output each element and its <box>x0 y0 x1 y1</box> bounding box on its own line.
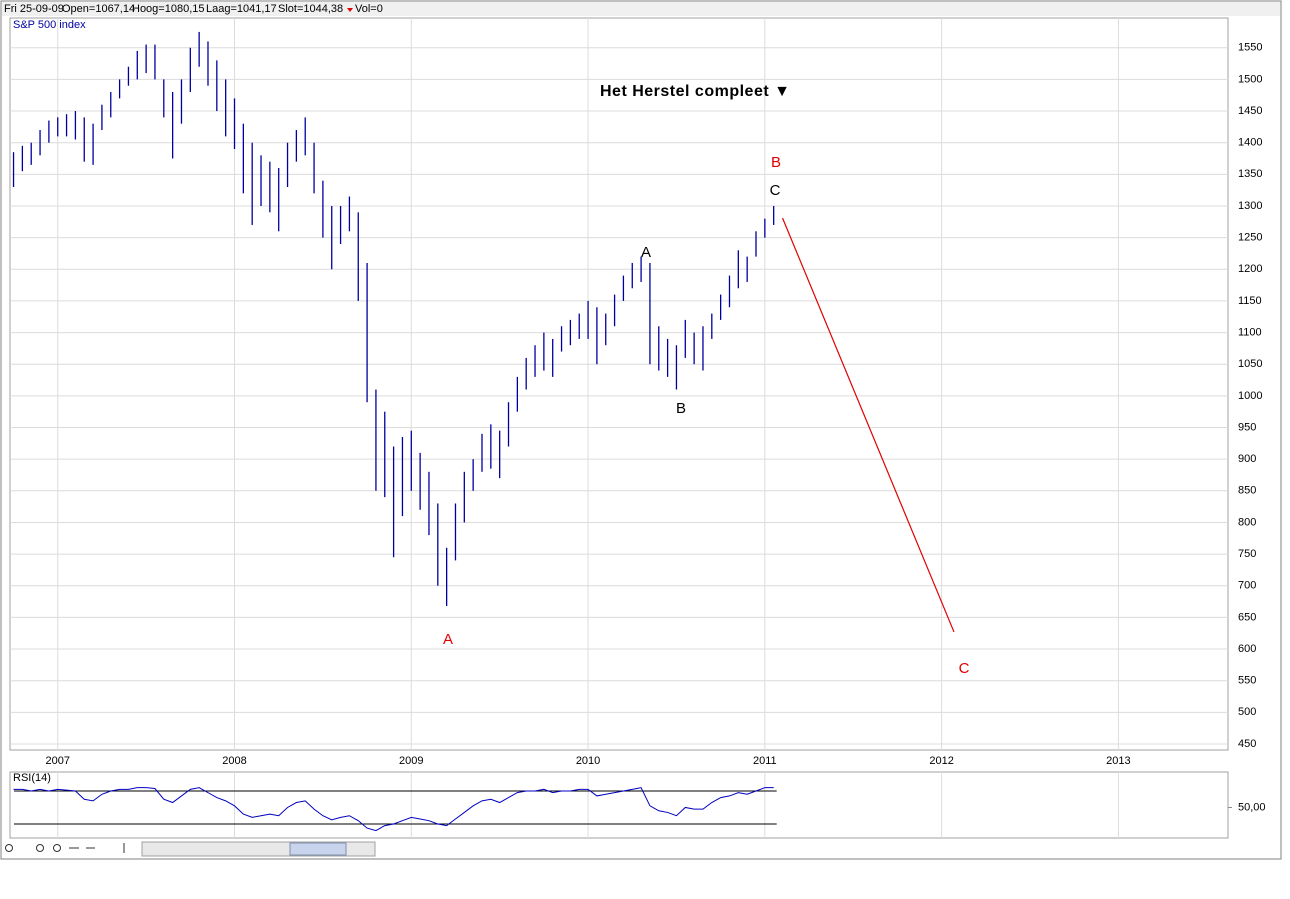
series-label: S&P 500 index <box>13 19 86 31</box>
y-tick-label: 1350 <box>1238 168 1262 180</box>
header-field: Vol=0 <box>355 3 383 15</box>
wave-label: C <box>959 660 970 677</box>
price-panel <box>9 17 1229 751</box>
y-tick-label: 1550 <box>1238 42 1262 54</box>
header-field: Laag=1041,17 <box>206 3 277 15</box>
y-tick-label: 1050 <box>1238 358 1262 370</box>
x-tick-label: 2012 <box>929 755 953 767</box>
window-frame <box>0 0 1282 860</box>
rsi-panel <box>9 771 1229 839</box>
header-field: Open=1067,14 <box>62 3 135 15</box>
x-tick-label: 2008 <box>222 755 246 767</box>
y-tick-label: 1100 <box>1238 326 1262 338</box>
y-tick-label: 950 <box>1238 421 1256 433</box>
y-tick-label: 850 <box>1238 485 1256 497</box>
y-tick-label: 750 <box>1238 548 1256 560</box>
annotation: Het Herstel compleet ▼ <box>600 83 790 100</box>
wave-label: B <box>676 400 686 417</box>
header-field: Hoog=1080,15 <box>132 3 204 15</box>
y-tick-label: 600 <box>1238 643 1256 655</box>
zoom-out-icon[interactable] <box>53 844 61 852</box>
y-tick-label: 700 <box>1238 580 1256 592</box>
x-tick-label: 2007 <box>45 755 69 767</box>
y-tick-label: 1200 <box>1238 263 1262 275</box>
y-tick-label: 50,00 <box>1238 801 1266 813</box>
wave-label: A <box>443 631 453 648</box>
header-field: Slot=1044,38 <box>278 3 343 15</box>
rsi-line <box>13 787 774 832</box>
y-tick-label: 650 <box>1238 611 1256 623</box>
x-tick-label: 2010 <box>576 755 600 767</box>
vol-marker <box>347 8 353 12</box>
projection-line <box>781 217 955 633</box>
wave-label: A <box>641 244 651 261</box>
y-tick-label: 1000 <box>1238 390 1262 402</box>
x-tick-label: 2009 <box>399 755 423 767</box>
x-tick-label: 2013 <box>1106 755 1130 767</box>
y-tick-label: 1400 <box>1238 137 1262 149</box>
y-tick-label: 1150 <box>1238 295 1262 307</box>
y-tick-label: 1300 <box>1238 200 1262 212</box>
y-tick-label: 800 <box>1238 516 1256 528</box>
y-tick-label: 550 <box>1238 675 1256 687</box>
header-bar <box>2 2 1280 16</box>
y-tick-label: 500 <box>1238 706 1256 718</box>
y-tick-label: 450 <box>1238 738 1256 750</box>
y-tick-label: 1450 <box>1238 105 1262 117</box>
y-tick-label: 900 <box>1238 453 1256 465</box>
header-field: Fri 25-09-09 <box>4 3 64 15</box>
y-tick-label: 1250 <box>1238 232 1262 244</box>
toolbar <box>5 841 376 857</box>
zoom-in-icon[interactable] <box>36 844 44 852</box>
scroll-thumb[interactable] <box>289 842 347 856</box>
y-tick-label: 1500 <box>1238 73 1262 85</box>
price-grid <box>10 18 1228 838</box>
wave-label: C <box>770 182 781 199</box>
zoom-icon[interactable] <box>5 844 13 852</box>
wave-label: B <box>771 154 781 171</box>
series-label: RSI(14) <box>13 772 51 784</box>
x-tick-label: 2011 <box>753 755 777 767</box>
